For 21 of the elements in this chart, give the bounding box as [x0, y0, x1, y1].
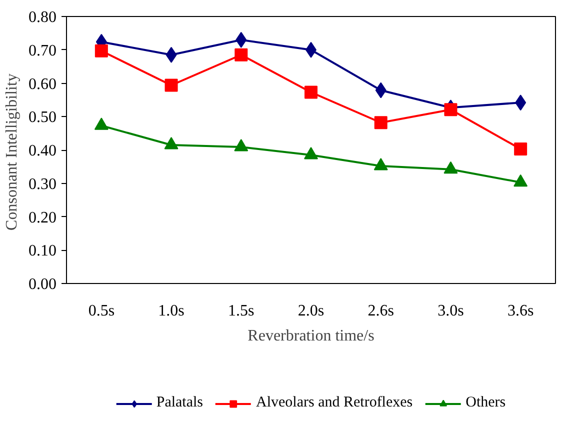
x-tick-label: 2.6s [368, 302, 394, 320]
y-tick-label: 0.70 [28, 42, 56, 60]
x-tick-label: 1.5s [228, 302, 254, 320]
y-tick-label: 0.60 [28, 76, 56, 93]
x-axis-title: Reverbration time/s [248, 328, 374, 344]
x-tick-label: 1.0s [158, 302, 184, 320]
x-tick-label: 0.5s [88, 302, 115, 320]
y-tick-label: 0.40 [28, 142, 56, 160]
y-tick-label: 0.20 [28, 209, 56, 226]
x-tick-label: 2.0s [298, 302, 324, 320]
y-axis-title: Consonant Intelligibility [4, 74, 20, 230]
legend-label: Alveolars and Retroflexes [256, 394, 413, 412]
y-tick-label: 0.50 [28, 109, 56, 126]
y-tick-label: 0.10 [28, 242, 56, 260]
y-tick-label: 0.00 [28, 276, 56, 293]
y-tick-label: 0.30 [28, 176, 56, 193]
x-tick-label: 3.0s [438, 302, 464, 320]
legend-label: Palatals [156, 394, 204, 412]
y-tick-label: 0.80 [28, 9, 56, 26]
x-tick-label: 3.6s [507, 302, 534, 320]
legend-label: Others [466, 394, 506, 412]
